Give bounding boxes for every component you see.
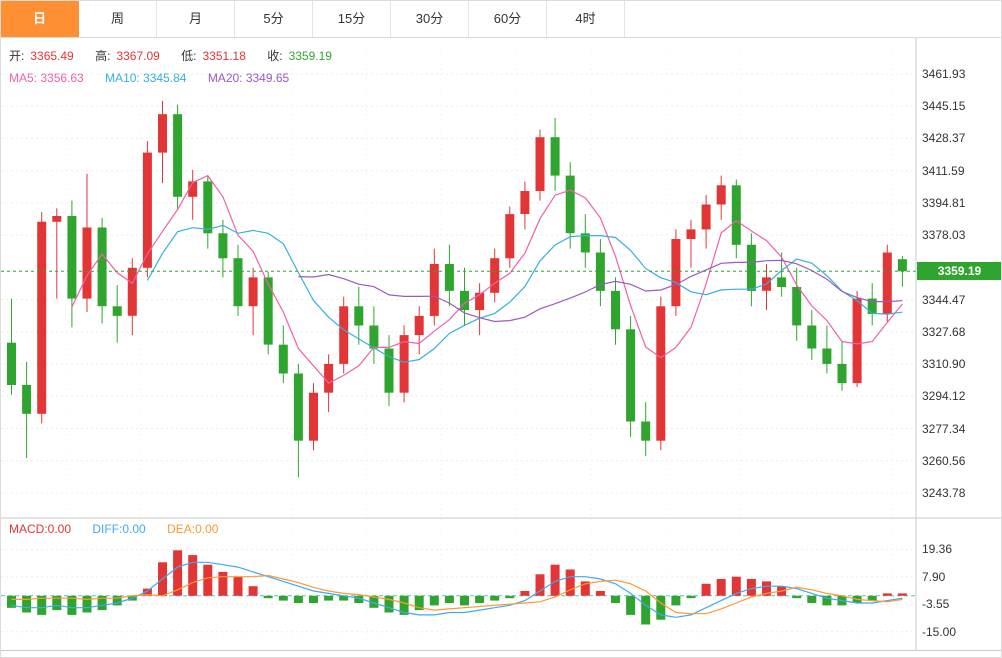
tab-60分[interactable]: 60分 <box>469 1 547 37</box>
price-axis-label: 3461.93 <box>922 66 966 81</box>
price-axis-label: 3260.56 <box>922 453 966 468</box>
diff-line <box>11 561 903 618</box>
ma20-line <box>298 259 903 323</box>
macd-value: MACD:0.00 <box>9 522 72 536</box>
price-axis-label: 3378.03 <box>922 228 966 243</box>
ohlc-header: 开: 3365.49 高: 3367.09 低: 3351.18 收: 3359.19 <box>9 47 338 64</box>
macd-axis-label: 7.90 <box>922 569 946 584</box>
macd-axis-label: -3.55 <box>922 597 950 612</box>
open-label: 开: <box>9 49 25 63</box>
macd-histogram <box>7 550 907 625</box>
price-axis-label: 3428.37 <box>922 131 966 146</box>
dea-value: DEA:0.00 <box>167 522 219 536</box>
macd-axis-label: -15.00 <box>922 624 957 639</box>
ma-header: MA5: 3356.63 MA10: 3345.84 MA20: 3349.65 <box>9 71 295 85</box>
dea-line <box>11 574 903 615</box>
high-label: 高: <box>95 49 111 63</box>
ma20-value: MA20: 3349.65 <box>207 71 290 85</box>
ma5-line <box>71 174 903 384</box>
current-price-badge: 3359.19 <box>917 262 1001 281</box>
ma5-value: MA5: 3356.63 <box>9 71 84 85</box>
ma10-value: MA10: 3345.84 <box>105 71 187 85</box>
ma10-line <box>146 224 903 363</box>
close-value: 3359.19 <box>288 49 332 63</box>
price-axis-label: 3327.68 <box>922 324 966 339</box>
macd-axis-label: 19.36 <box>922 542 953 557</box>
price-axis-label: 3294.12 <box>922 389 966 404</box>
price-axis-label: 3277.34 <box>922 421 966 436</box>
timeframe-tabbar: 日周月 5分 15分 30分 60分 4时 <box>1 1 1001 38</box>
tab-15分[interactable]: 15分 <box>313 1 391 37</box>
tab-30分[interactable]: 30分 <box>391 1 469 37</box>
price-axis-label: 3411.59 <box>922 163 965 178</box>
close-label: 收: <box>267 49 283 63</box>
candles <box>7 100 907 478</box>
tab-月[interactable]: 月 <box>157 1 235 37</box>
open-value: 3365.49 <box>30 49 74 63</box>
price-axis-label: 3445.15 <box>922 99 966 114</box>
price-axis-label: 3394.81 <box>922 195 966 210</box>
low-value: 3351.18 <box>202 49 246 63</box>
low-label: 低: <box>181 49 197 63</box>
price-axis-label: 3243.78 <box>922 485 966 500</box>
price-axis-label: 3310.90 <box>922 357 966 372</box>
tab-日[interactable]: 日 <box>1 1 79 37</box>
tab-5分[interactable]: 5分 <box>235 1 313 37</box>
gridlines <box>1 39 916 649</box>
tab-周[interactable]: 周 <box>79 1 157 37</box>
price-axis-label: 3344.47 <box>922 292 966 307</box>
tab-4时[interactable]: 4时 <box>547 1 625 37</box>
high-value: 3367.09 <box>116 49 160 63</box>
diff-value: DIFF:0.00 <box>92 522 146 536</box>
macd-header: MACD:0.00 DIFF:0.00 DEA:0.00 <box>9 522 224 536</box>
